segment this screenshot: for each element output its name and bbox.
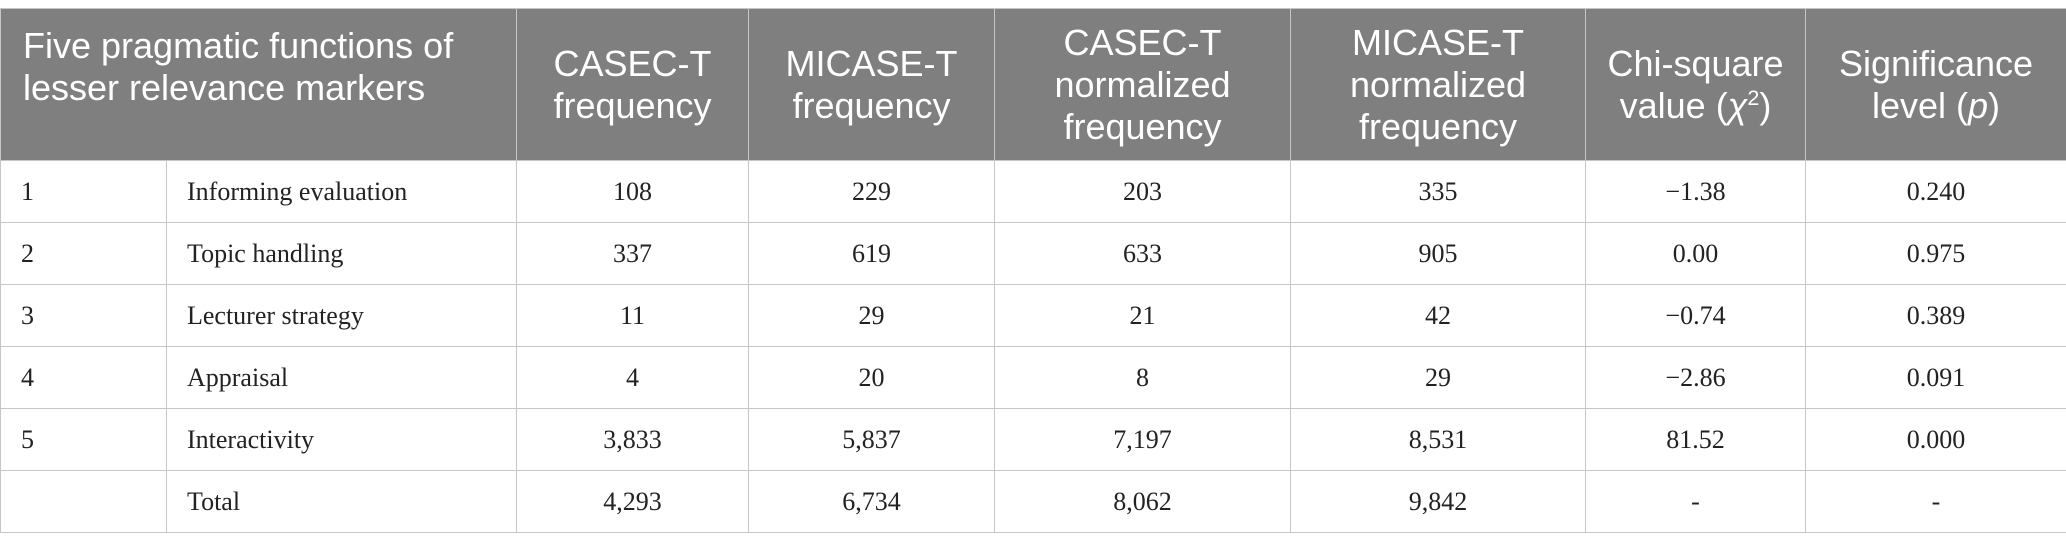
casec-frequency-cell: 4,293 bbox=[516, 470, 750, 533]
table-row: 2 Topic handling 337 619 633 905 0.00 0.… bbox=[0, 222, 2066, 285]
row-number: 2 bbox=[0, 222, 167, 285]
header-casec-frequency: CASEC-T frequency bbox=[516, 8, 750, 161]
casec-frequency-cell: 108 bbox=[516, 160, 750, 223]
micase-normalized-cell: 8,531 bbox=[1290, 408, 1587, 471]
micase-normalized-cell: 42 bbox=[1290, 284, 1587, 347]
header-casec-normalized: CASEC-T normalized frequency bbox=[994, 8, 1292, 161]
row-number bbox=[0, 470, 167, 533]
significance-cell: 0.975 bbox=[1805, 222, 2066, 285]
header-micase-normalized: MICASE-T normalized frequency bbox=[1290, 8, 1587, 161]
micase-frequency-cell: 20 bbox=[748, 346, 996, 409]
row-label: Total bbox=[165, 470, 518, 533]
casec-frequency-cell: 337 bbox=[516, 222, 750, 285]
casec-frequency-cell: 3,833 bbox=[516, 408, 750, 471]
micase-frequency-cell: 5,837 bbox=[748, 408, 996, 471]
chi-square-cell: 81.52 bbox=[1585, 408, 1807, 471]
significance-cell: 0.240 bbox=[1805, 160, 2066, 223]
chi-square-cell: −1.38 bbox=[1585, 160, 1807, 223]
table-row: 3 Lecturer strategy 11 29 21 42 −0.74 0.… bbox=[0, 284, 2066, 347]
header-micase-frequency: MICASE-T frequency bbox=[748, 8, 996, 161]
casec-normalized-cell: 21 bbox=[994, 284, 1292, 347]
micase-normalized-cell: 9,842 bbox=[1290, 470, 1587, 533]
micase-normalized-cell: 905 bbox=[1290, 222, 1587, 285]
micase-normalized-cell: 335 bbox=[1290, 160, 1587, 223]
casec-normalized-cell: 8 bbox=[994, 346, 1292, 409]
row-label: Informing evaluation bbox=[165, 160, 518, 223]
row-number: 4 bbox=[0, 346, 167, 409]
micase-normalized-cell: 29 bbox=[1290, 346, 1587, 409]
chi-square-cell: 0.00 bbox=[1585, 222, 1807, 285]
significance-cell: 0.091 bbox=[1805, 346, 2066, 409]
casec-frequency-cell: 11 bbox=[516, 284, 750, 347]
casec-normalized-cell: 8,062 bbox=[994, 470, 1292, 533]
significance-cell: 0.389 bbox=[1805, 284, 2066, 347]
micase-frequency-cell: 6,734 bbox=[748, 470, 996, 533]
table-row-total: Total 4,293 6,734 8,062 9,842 - - bbox=[0, 470, 2066, 533]
header-significance: Significance level (p) bbox=[1805, 8, 2066, 161]
header-function: Five pragmatic functions of lesser relev… bbox=[0, 8, 518, 161]
header-chi-square: Chi-square value (χ2) bbox=[1585, 8, 1807, 161]
casec-normalized-cell: 7,197 bbox=[994, 408, 1292, 471]
table-row: 5 Interactivity 3,833 5,837 7,197 8,531 … bbox=[0, 408, 2066, 471]
row-number: 3 bbox=[0, 284, 167, 347]
significance-cell: - bbox=[1805, 470, 2066, 533]
row-label: Interactivity bbox=[165, 408, 518, 471]
micase-frequency-cell: 619 bbox=[748, 222, 996, 285]
chi-square-cell: −2.86 bbox=[1585, 346, 1807, 409]
chi-square-cell: −0.74 bbox=[1585, 284, 1807, 347]
row-label: Appraisal bbox=[165, 346, 518, 409]
row-label: Topic handling bbox=[165, 222, 518, 285]
header-row: Five pragmatic functions of lesser relev… bbox=[0, 8, 2066, 161]
casec-normalized-cell: 633 bbox=[994, 222, 1292, 285]
chi-square-cell: - bbox=[1585, 470, 1807, 533]
casec-normalized-cell: 203 bbox=[994, 160, 1292, 223]
micase-frequency-cell: 29 bbox=[748, 284, 996, 347]
pragmatic-functions-table: Five pragmatic functions of lesser relev… bbox=[0, 8, 2066, 533]
casec-frequency-cell: 4 bbox=[516, 346, 750, 409]
row-number: 5 bbox=[0, 408, 167, 471]
row-label: Lecturer strategy bbox=[165, 284, 518, 347]
table-row: 4 Appraisal 4 20 8 29 −2.86 0.091 bbox=[0, 346, 2066, 409]
row-number: 1 bbox=[0, 160, 167, 223]
table-row: 1 Informing evaluation 108 229 203 335 −… bbox=[0, 160, 2066, 223]
micase-frequency-cell: 229 bbox=[748, 160, 996, 223]
significance-cell: 0.000 bbox=[1805, 408, 2066, 471]
